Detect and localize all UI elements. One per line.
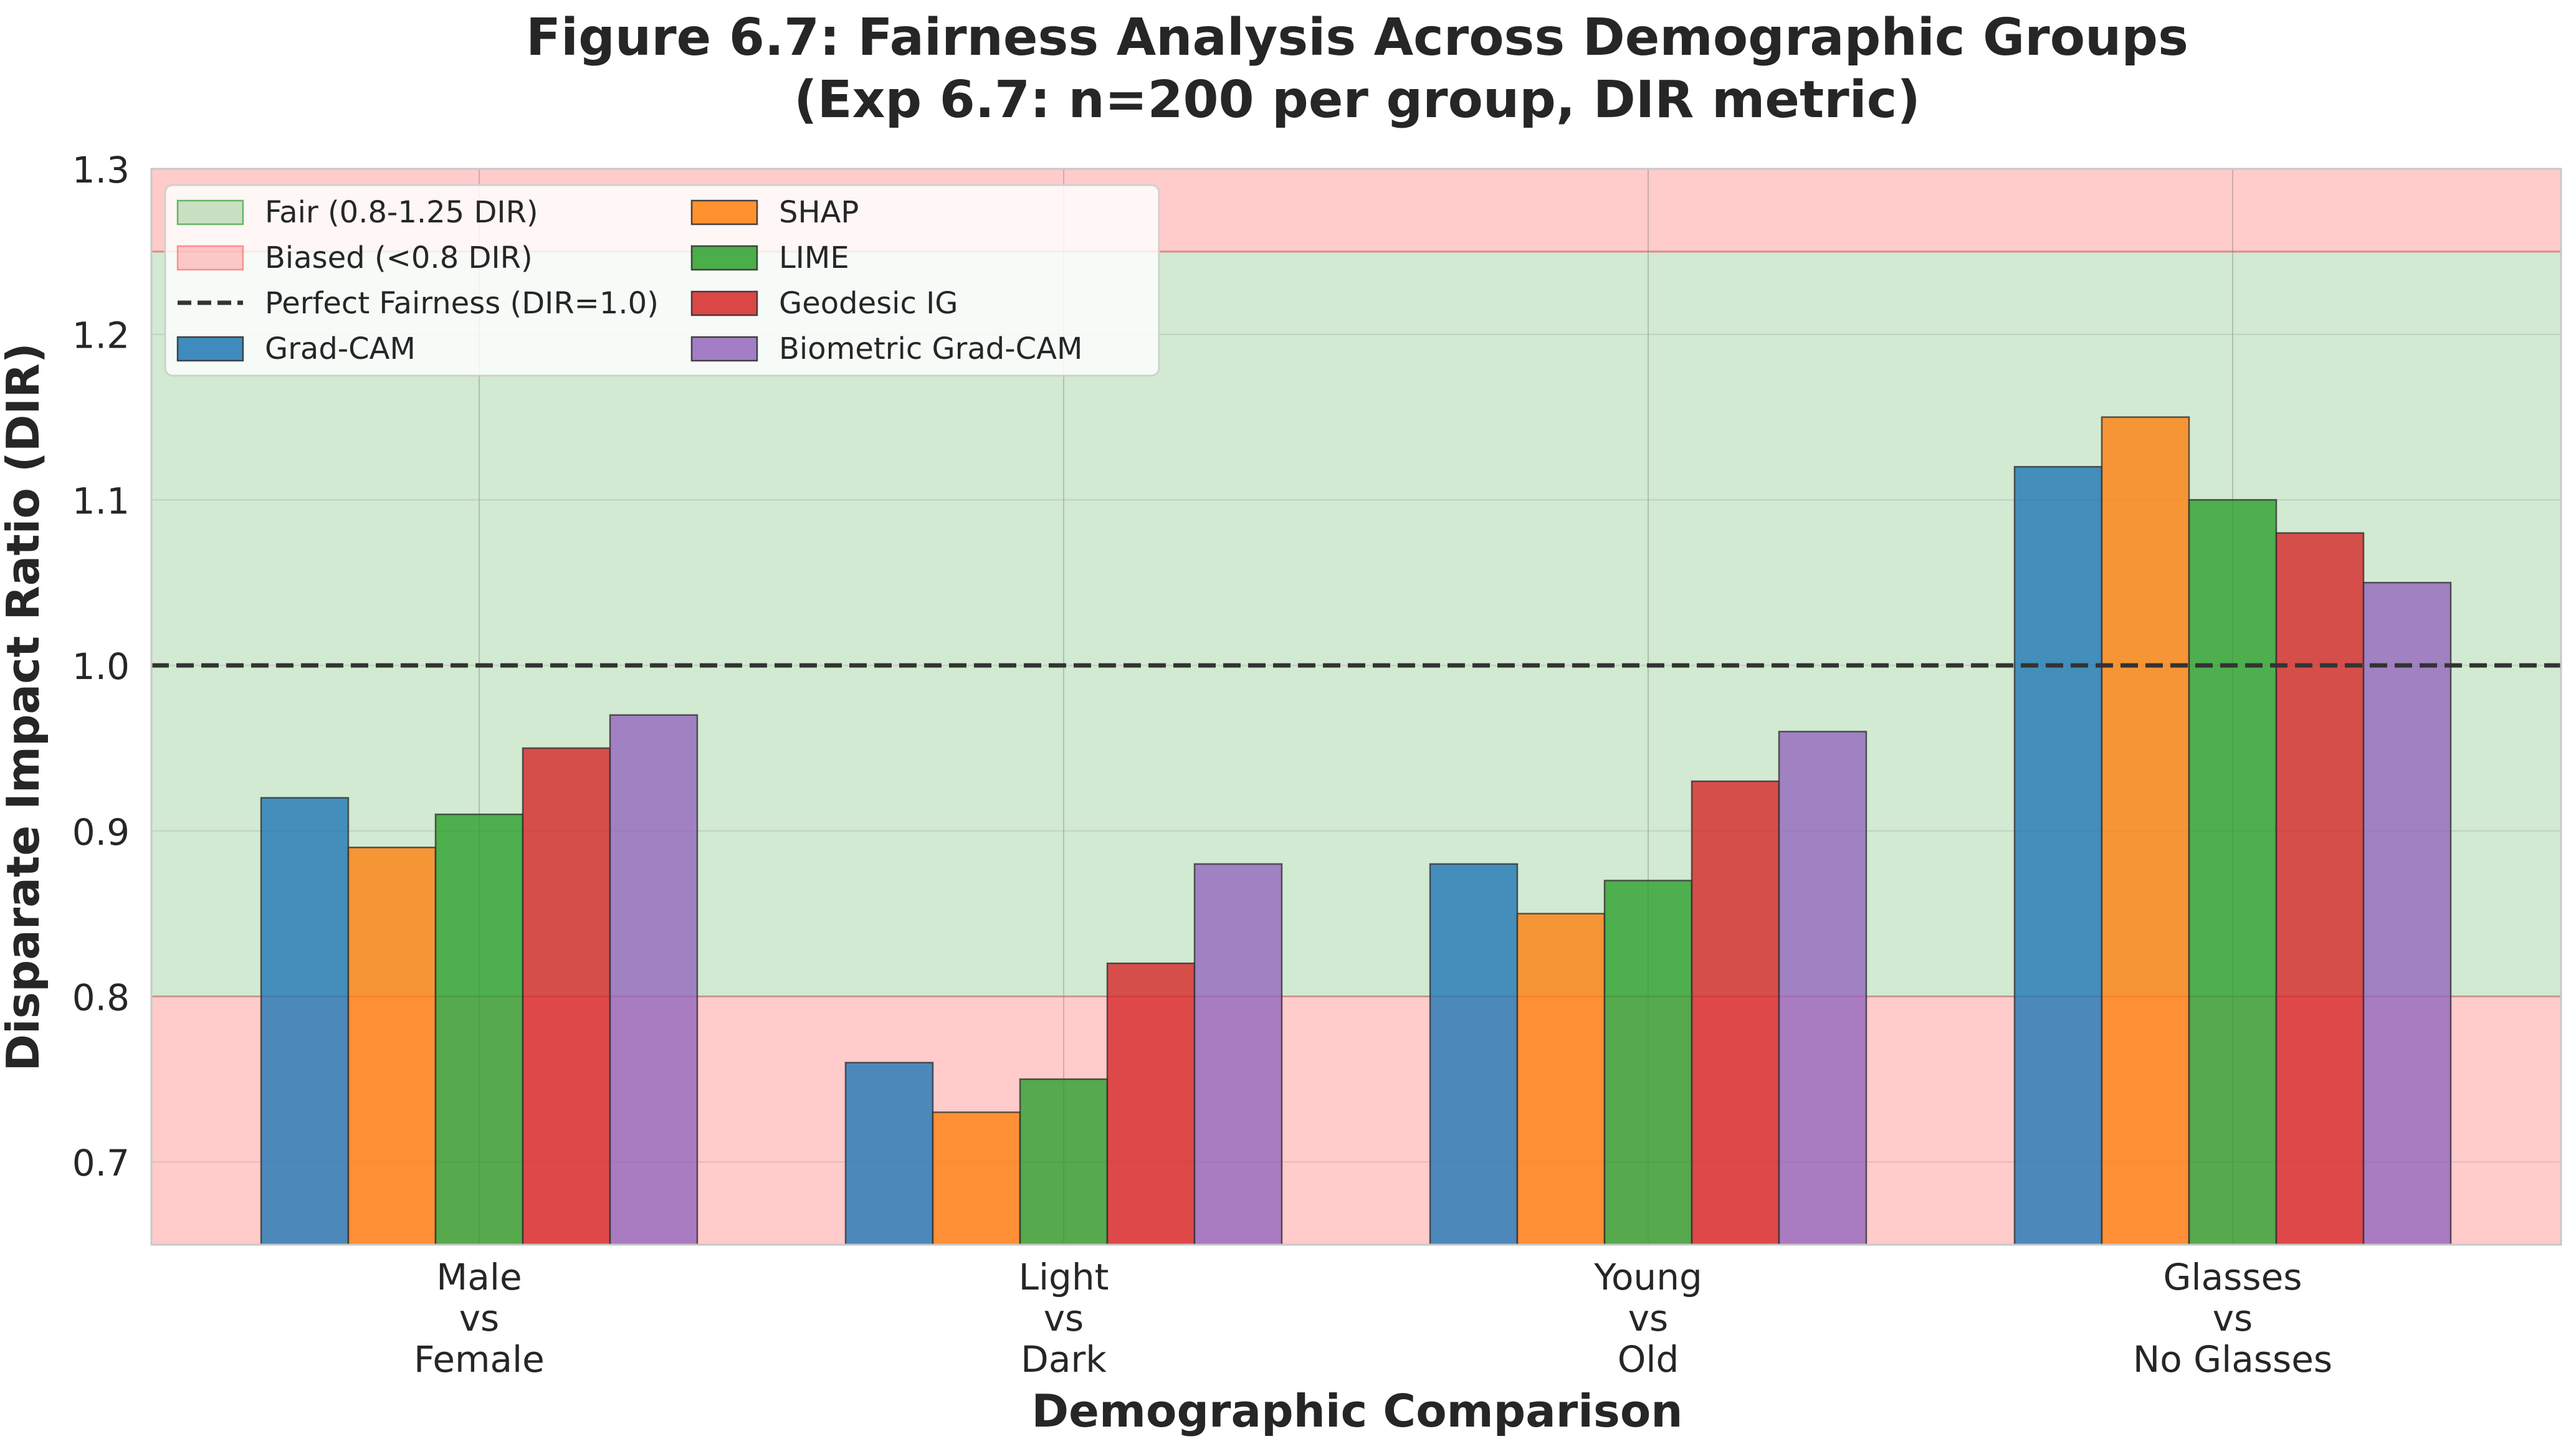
y-tick-label: 1.3 <box>72 149 130 191</box>
bar-biometric-grad-cam-3 <box>2362 581 2452 1246</box>
legend-swatch <box>176 199 244 226</box>
legend: Fair (0.8-1.25 DIR) Biased (<0.8 DIR) Perf… <box>164 184 1160 377</box>
legend-swatch <box>690 245 758 271</box>
bar-geodesic-ig-0 <box>522 747 611 1246</box>
legend-label: LIME <box>779 240 849 275</box>
y-axis-label: Disparate Impact Ratio (DIR) <box>0 343 49 1071</box>
x-tick-label: Light <box>1019 1256 1109 1298</box>
x-tick-label: Old <box>1618 1338 1679 1380</box>
bar-lime-0 <box>434 813 524 1246</box>
bar-grad-cam-1 <box>844 1062 934 1246</box>
x-tick-label: vs <box>2213 1297 2253 1339</box>
legend-label: Grad-CAM <box>265 331 416 366</box>
bar-shap-3 <box>2101 416 2190 1246</box>
x-tick-label: vs <box>1628 1297 1669 1339</box>
legend-swatch <box>176 336 244 362</box>
x-tick-label: Glasses <box>2163 1256 2302 1298</box>
y-tick-label: 0.7 <box>72 1142 130 1184</box>
bar-geodesic-ig-2 <box>1691 780 1780 1246</box>
legend-swatch <box>690 336 758 362</box>
x-tick-label: vs <box>459 1297 500 1339</box>
bar-biometric-grad-cam-1 <box>1193 863 1283 1246</box>
legend-swatch <box>690 199 758 226</box>
legend-label: Geodesic IG <box>779 286 958 321</box>
bar-grad-cam-0 <box>260 797 350 1246</box>
bar-biometric-grad-cam-2 <box>1778 731 1868 1246</box>
x-tick-label: No Glasses <box>2133 1338 2332 1380</box>
legend-label: SHAP <box>779 195 859 230</box>
x-tick-label: Young <box>1593 1256 1702 1298</box>
legend-label: Biased (<0.8 DIR) <box>265 240 533 275</box>
x-axis-label: Demographic Comparison <box>1031 1385 1682 1437</box>
legend-swatch <box>176 245 244 271</box>
y-tick-label: 0.9 <box>72 811 130 853</box>
bar-geodesic-ig-3 <box>2275 532 2365 1246</box>
legend-swatch <box>690 290 758 316</box>
bar-lime-1 <box>1019 1078 1109 1246</box>
legend-label: Perfect Fairness (DIR=1.0) <box>265 286 659 321</box>
y-tick-label: 1.0 <box>72 645 130 688</box>
bar-lime-3 <box>2188 499 2278 1246</box>
bar-grad-cam-2 <box>1429 863 1519 1246</box>
x-tick-label: Dark <box>1021 1338 1107 1380</box>
y-tick-label: 1.1 <box>72 480 130 522</box>
x-tick-label: Female <box>414 1338 545 1380</box>
bar-geodesic-ig-1 <box>1106 962 1196 1246</box>
plot-frame <box>150 168 2562 1246</box>
bar-grad-cam-3 <box>2013 465 2103 1246</box>
y-tick-label: 0.8 <box>72 976 130 1019</box>
x-tick-label: Male <box>436 1256 522 1298</box>
bar-lime-2 <box>1603 880 1693 1246</box>
y-tick-label: 1.2 <box>72 315 130 357</box>
bar-shap-0 <box>347 847 437 1246</box>
chart-title-line1: Figure 6.7: Fairness Analysis Across Dem… <box>526 8 2188 67</box>
bar-shap-2 <box>1516 913 1606 1246</box>
legend-label: Fair (0.8-1.25 DIR) <box>265 195 538 230</box>
x-tick-label: vs <box>1044 1297 1084 1339</box>
bar-shap-1 <box>932 1111 1021 1246</box>
legend-label: Biometric Grad-CAM <box>779 331 1082 366</box>
chart-title-line2: (Exp 6.7: n=200 per group, DIR metric) <box>794 70 1920 130</box>
legend-box <box>164 184 1160 377</box>
bar-biometric-grad-cam-0 <box>609 714 699 1246</box>
